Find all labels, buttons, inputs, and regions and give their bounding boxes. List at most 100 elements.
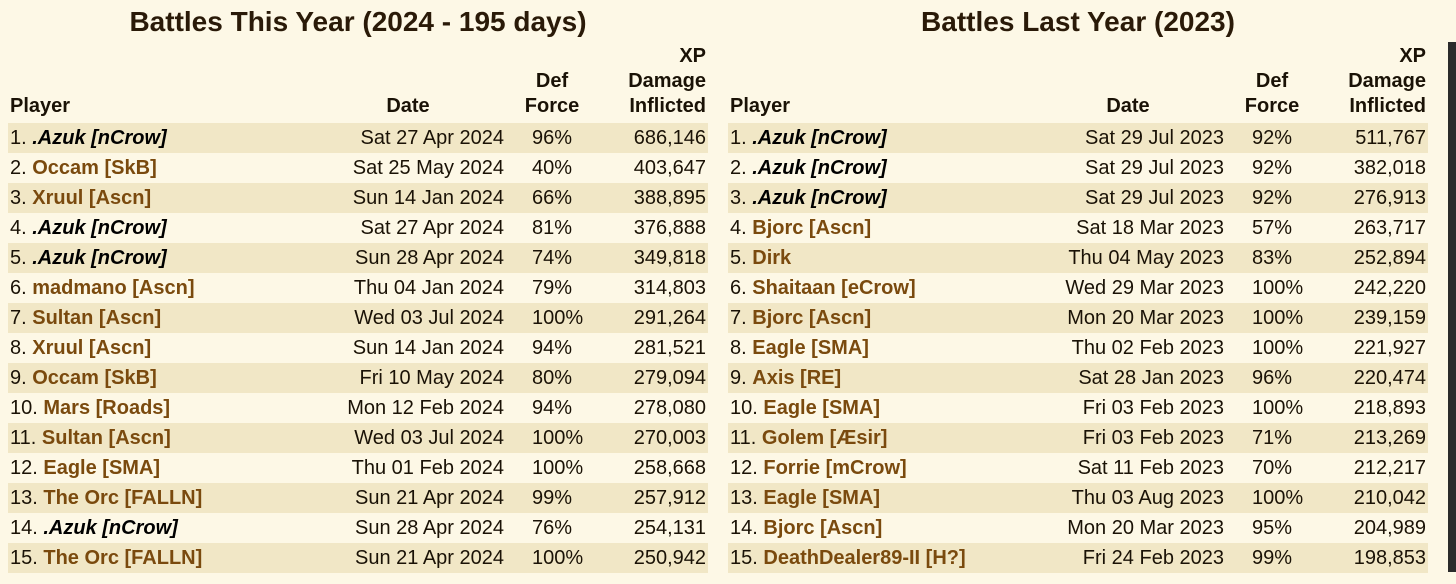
player-link[interactable]: The Orc [FALLN]	[43, 547, 203, 569]
player-link[interactable]: .Azuk [nCrow]	[32, 247, 167, 269]
rank-number: 14.	[10, 517, 38, 539]
player-link[interactable]: Eagle [SMA]	[763, 397, 881, 419]
player-link[interactable]: Xruul [Ascn]	[32, 187, 152, 209]
table-row: 9. Axis [RE] Sat 28 Jan 2023 96% 220,474	[728, 363, 1428, 393]
player-link[interactable]: Sultan [Ascn]	[32, 307, 162, 329]
player-link[interactable]: Golem [Æsir]	[761, 427, 888, 449]
table-header-row: Player Date Def Force XP Damage Inflicted	[728, 44, 1428, 123]
table-row: 11. Sultan [Ascn] Wed 03 Jul 2024 100% 270,…	[8, 423, 708, 453]
rank-number: 4.	[10, 217, 27, 239]
def-force-value: 92%	[1228, 123, 1316, 153]
rank-number: 8.	[730, 337, 747, 359]
def-force-value: 79%	[532, 277, 573, 299]
def-force-value: 70%	[1252, 457, 1293, 479]
rank-number: 14.	[730, 517, 758, 539]
table-row: 4. Bjorc [Ascn] Sat 18 Mar 2023 57% 263,717	[728, 213, 1428, 243]
xp-damage-value: 263,717	[1353, 217, 1426, 239]
battle-date: Sat 18 Mar 2023	[1076, 217, 1224, 239]
table-body: 1. .Azuk [nCrow] Sat 29 Jul 2023 92% 511,76…	[728, 123, 1428, 573]
def-force-value: 94%	[532, 337, 573, 359]
player-link[interactable]: madmano [Ascn]	[32, 277, 195, 299]
def-force-value: 40%	[532, 157, 573, 179]
def-force-value: 71%	[1228, 423, 1316, 453]
player-link[interactable]: Xruul [Ascn]	[32, 337, 152, 359]
xp-damage-value: 218,893	[1353, 397, 1426, 419]
player-cell: 13. The Orc [FALLN]	[8, 483, 308, 513]
battle-date: Sun 14 Jan 2024	[352, 337, 504, 359]
rank-number: 3.	[10, 187, 27, 209]
xp-damage-value: 258,668	[633, 457, 706, 479]
table-row: 8. Eagle [SMA] Thu 02 Feb 2023 100% 221,927	[728, 333, 1428, 363]
header-date: Date	[1106, 95, 1150, 117]
table-row: 14. Bjorc [Ascn] Mon 20 Mar 2023 95% 204,98…	[728, 513, 1428, 543]
def-force-value: 100%	[1228, 303, 1316, 333]
player-cell: 11. Golem [Æsir]	[728, 423, 1028, 453]
battle-date: Sat 25 May 2024	[352, 157, 504, 179]
window-edge	[1448, 42, 1456, 572]
table-row: 2. Occam [SkB] Sat 25 May 2024 40% 403,647	[8, 153, 708, 183]
player-cell: 4. .Azuk [nCrow]	[8, 213, 308, 243]
player-link[interactable]: Sultan [Ascn]	[41, 427, 171, 449]
player-link[interactable]: .Azuk [nCrow]	[752, 157, 887, 179]
battles-this-year-panel: Battles This Year (2024 - 195 days) Play…	[8, 0, 708, 573]
def-force-value: 100%	[508, 543, 596, 573]
player-link[interactable]: Axis [RE]	[752, 367, 842, 389]
def-force-value: 100%	[508, 423, 596, 453]
player-link[interactable]: Mars [Roads]	[43, 397, 171, 419]
xp-damage-value: 382,018	[1353, 157, 1426, 179]
player-link[interactable]: Bjorc [Ascn]	[752, 217, 872, 239]
battles-table: Player Date Def Force XP Damage Inflicted 1…	[8, 44, 708, 573]
header-def-force: Def Force	[1244, 70, 1300, 117]
table-header-row: Player Date Def Force XP Damage Inflicted	[8, 44, 708, 123]
xp-damage-value: 213,269	[1316, 423, 1428, 453]
table-row: 10. Eagle [SMA] Fri 03 Feb 2023 100% 218,89…	[728, 393, 1428, 423]
battle-date: Fri 03 Feb 2023	[1028, 423, 1228, 453]
rank-number: 11.	[730, 427, 757, 449]
def-force-value: 92%	[1252, 157, 1293, 179]
rank-number: 10.	[10, 397, 38, 419]
player-cell: 1. .Azuk [nCrow]	[728, 123, 1028, 153]
xp-damage-value: 403,647	[633, 157, 706, 179]
player-link[interactable]: .Azuk [nCrow]	[43, 517, 178, 539]
player-link[interactable]: The Orc [FALLN]	[43, 487, 203, 509]
def-force-value: 100%	[1252, 277, 1304, 299]
xp-damage-value: 279,094	[596, 363, 708, 393]
xp-damage-value: 212,217	[1353, 457, 1426, 479]
player-cell: 14. .Azuk [nCrow]	[8, 513, 308, 543]
battle-date: Wed 29 Mar 2023	[1065, 277, 1224, 299]
player-cell: 7. Bjorc [Ascn]	[728, 303, 1028, 333]
player-link[interactable]: Occam [SkB]	[32, 367, 157, 389]
player-link[interactable]: Eagle [SMA]	[43, 457, 161, 479]
player-link[interactable]: .Azuk [nCrow]	[752, 127, 887, 149]
player-link[interactable]: Bjorc [Ascn]	[752, 307, 872, 329]
player-link[interactable]: Dirk	[752, 247, 792, 269]
player-link[interactable]: Eagle [SMA]	[763, 487, 881, 509]
player-link[interactable]: .Azuk [nCrow]	[32, 127, 167, 149]
def-force-value: 81%	[532, 217, 573, 239]
player-cell: 11. Sultan [Ascn]	[8, 423, 308, 453]
player-link[interactable]: Occam [SkB]	[32, 157, 157, 179]
player-link[interactable]: Forrie [mCrow]	[763, 457, 907, 479]
battle-date: Mon 20 Mar 2023	[1028, 303, 1228, 333]
table-row: 12. Eagle [SMA] Thu 01 Feb 2024 100% 258,66…	[8, 453, 708, 483]
player-cell: 12. Eagle [SMA]	[8, 453, 308, 483]
player-link[interactable]: .Azuk [nCrow]	[32, 217, 167, 239]
battle-date: Sat 28 Jan 2023	[1028, 363, 1228, 393]
battle-date: Sat 11 Feb 2023	[1077, 457, 1224, 479]
def-force-value: 95%	[1252, 517, 1293, 539]
rank-number: 12.	[10, 457, 38, 479]
player-link[interactable]: .Azuk [nCrow]	[752, 187, 887, 209]
table-row: 15. The Orc [FALLN] Sun 21 Apr 2024 100% 25…	[8, 543, 708, 573]
rank-number: 11.	[10, 427, 37, 449]
player-link[interactable]: Shaitaan [eCrow]	[752, 277, 916, 299]
player-link[interactable]: Eagle [SMA]	[752, 337, 869, 359]
table-row: 5. Dirk Thu 04 May 2023 83% 252,894	[728, 243, 1428, 273]
battles-last-year-panel: Battles Last Year (2023) Player Date Def…	[728, 0, 1428, 573]
player-cell: 3. Xruul [Ascn]	[8, 183, 308, 213]
table-row: 7. Bjorc [Ascn] Mon 20 Mar 2023 100% 239,15…	[728, 303, 1428, 333]
def-force-value: 66%	[508, 183, 596, 213]
def-force-value: 80%	[508, 363, 596, 393]
player-link[interactable]: DeathDealer89-II [H?]	[763, 547, 966, 569]
player-cell: 1. .Azuk [nCrow]	[8, 123, 308, 153]
player-link[interactable]: Bjorc [Ascn]	[763, 517, 883, 539]
